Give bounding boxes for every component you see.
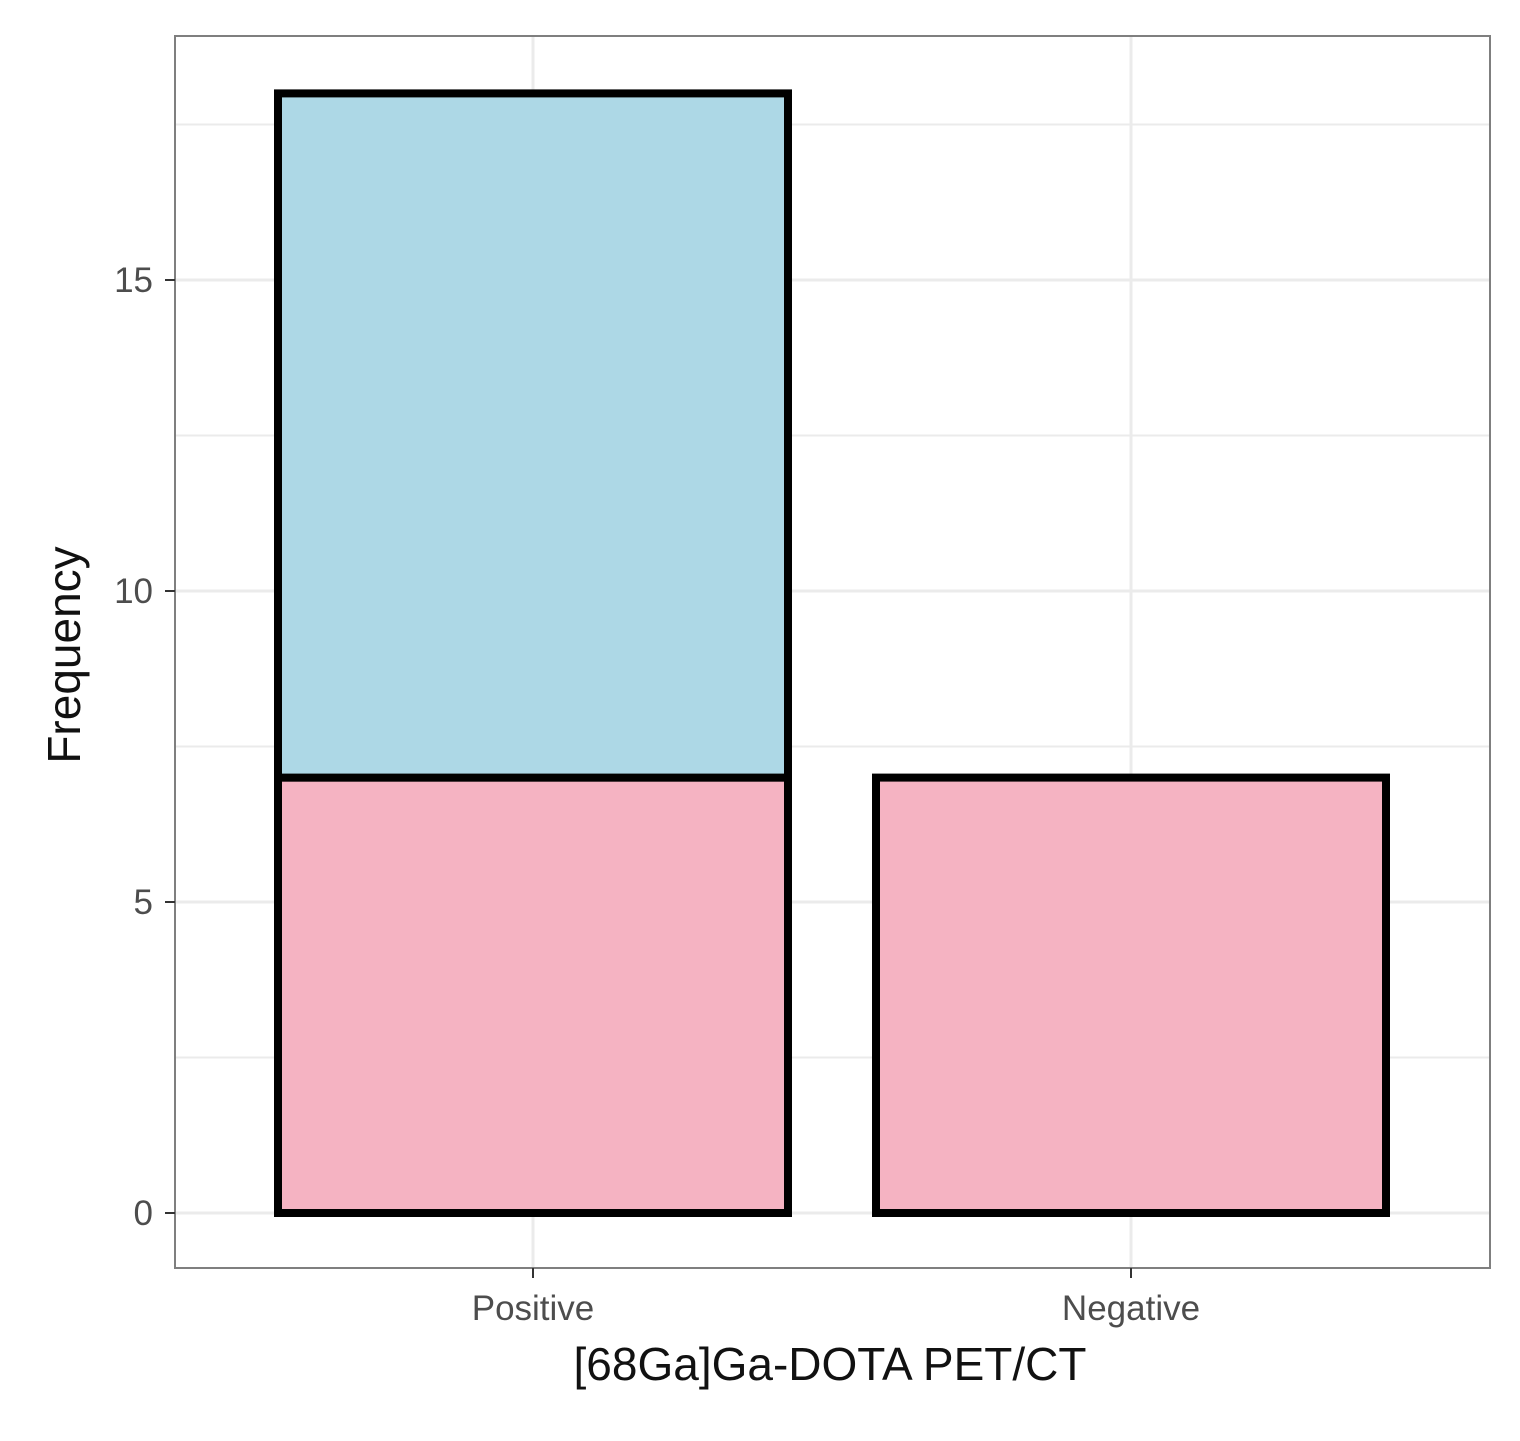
y-tick-label: 5 [134,883,153,922]
y-tick-label: 15 [114,261,153,300]
axis-ticks [165,279,1132,1278]
x-axis-tick-labels: Positive Negative [472,1289,1200,1328]
bars [274,89,1390,1217]
x-axis-title: [68Ga]Ga-DOTA PET/CT [574,1338,1087,1390]
x-tick-label-positive: Positive [472,1289,595,1328]
bar-positive-segment-1 [274,773,792,1217]
y-tick-label: 0 [134,1194,153,1233]
y-tick-label: 10 [114,572,153,611]
y-axis-tick-labels: 0 5 10 15 [114,261,153,1233]
bar-negative-segment-1 [872,773,1390,1217]
x-tick-label-negative: Negative [1062,1289,1200,1328]
y-axis-title: Frequency [38,546,90,763]
bar-positive-segment-2 [274,89,792,782]
panel-border [174,35,1491,1269]
